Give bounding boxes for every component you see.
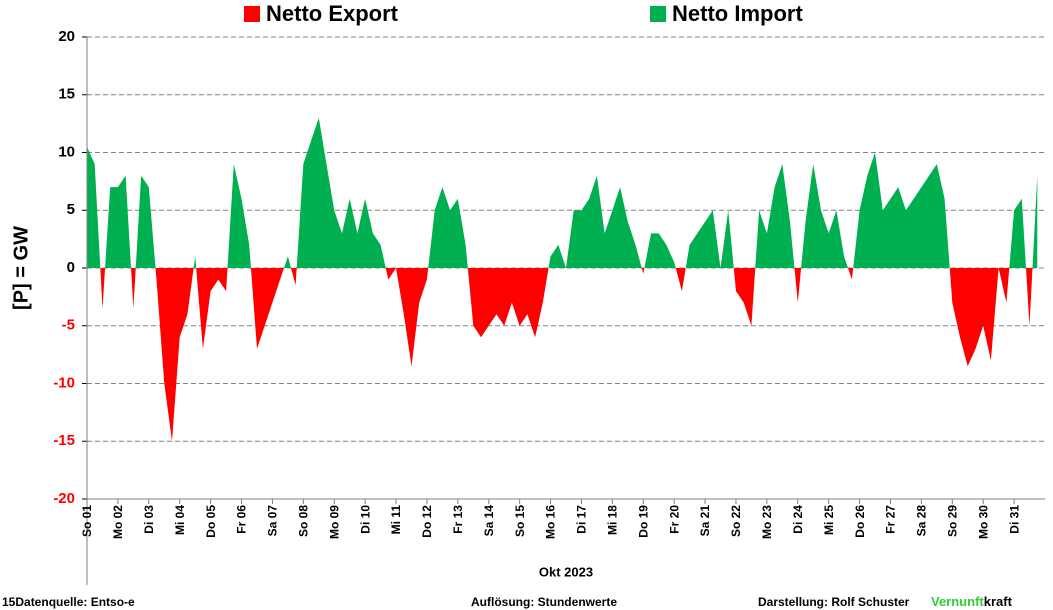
footer-resolution: Auflösung: Stundenwerte <box>471 595 617 609</box>
x-tick-label: Mo 30 <box>976 505 990 539</box>
y-tick-label: -15 <box>53 432 75 449</box>
x-tick-label: Sa 21 <box>698 505 712 537</box>
legend-label: Netto Import <box>672 1 803 26</box>
footer-brand: Vernunftkraft <box>931 594 1013 609</box>
x-tick-label: Mi 18 <box>606 505 620 535</box>
x-tick-label: Fr 13 <box>451 505 465 534</box>
y-tick-label: 5 <box>67 201 75 218</box>
net-area <box>87 117 1038 442</box>
x-tick-label: Di 24 <box>791 505 805 534</box>
x-axis-label: Okt 2023 <box>539 564 593 579</box>
y-tick-label: 20 <box>58 28 75 45</box>
x-tick-label: Fr 06 <box>235 505 249 534</box>
y-tick-label: -5 <box>62 317 75 334</box>
x-tick-label: Mi 11 <box>389 505 403 535</box>
x-tick-label: Di 03 <box>142 505 156 534</box>
x-tick-label: So 15 <box>513 505 527 537</box>
x-tick-label: Mo 23 <box>760 505 774 539</box>
x-tick-label: Do 26 <box>853 505 867 538</box>
y-axis-label: [P] = GW <box>10 226 32 310</box>
x-tick-label: Fr 27 <box>884 505 898 534</box>
x-tick-label: Mi 04 <box>173 505 187 535</box>
y-tick-label: -10 <box>53 374 75 391</box>
x-tick-label: So 29 <box>945 505 959 537</box>
x-tick-label: Mo 09 <box>327 505 341 539</box>
legend-swatch <box>244 6 260 22</box>
x-tick-label: Sa 28 <box>915 505 929 537</box>
brand-b: kraft <box>984 594 1013 609</box>
x-tick-label: So 01 <box>80 505 94 537</box>
x-tick-label: So 08 <box>296 505 310 537</box>
x-tick-label: Do 05 <box>204 505 218 538</box>
x-tick-label: Mo 02 <box>111 505 125 539</box>
y-tick-label: 0 <box>67 259 75 276</box>
footer-author: Darstellung: Rolf Schuster <box>758 595 910 609</box>
y-tick-label: -20 <box>53 490 75 507</box>
footer-source: 15Datenquelle: Entso-e <box>2 595 135 609</box>
x-tick-label: Di 17 <box>575 505 589 534</box>
y-tick-label: 10 <box>58 143 75 160</box>
x-tick-label: Do 12 <box>420 505 434 538</box>
y-tick-label: 15 <box>58 86 75 103</box>
brand-a: Vernunft <box>931 594 984 609</box>
x-tick-label: Sa 07 <box>266 505 280 537</box>
x-tick-label: Do 19 <box>636 505 650 538</box>
x-tick-label: Di 31 <box>1007 505 1021 534</box>
x-tick-label: Mo 16 <box>544 505 558 539</box>
x-tick-label: Fr 20 <box>667 505 681 534</box>
x-tick-label: So 22 <box>729 505 743 537</box>
legend-swatch <box>650 6 666 22</box>
x-tick-label: Sa 14 <box>482 505 496 537</box>
x-tick-label: Di 10 <box>358 505 372 534</box>
x-tick-label: Mi 25 <box>822 505 836 535</box>
legend-label: Netto Export <box>266 1 399 26</box>
